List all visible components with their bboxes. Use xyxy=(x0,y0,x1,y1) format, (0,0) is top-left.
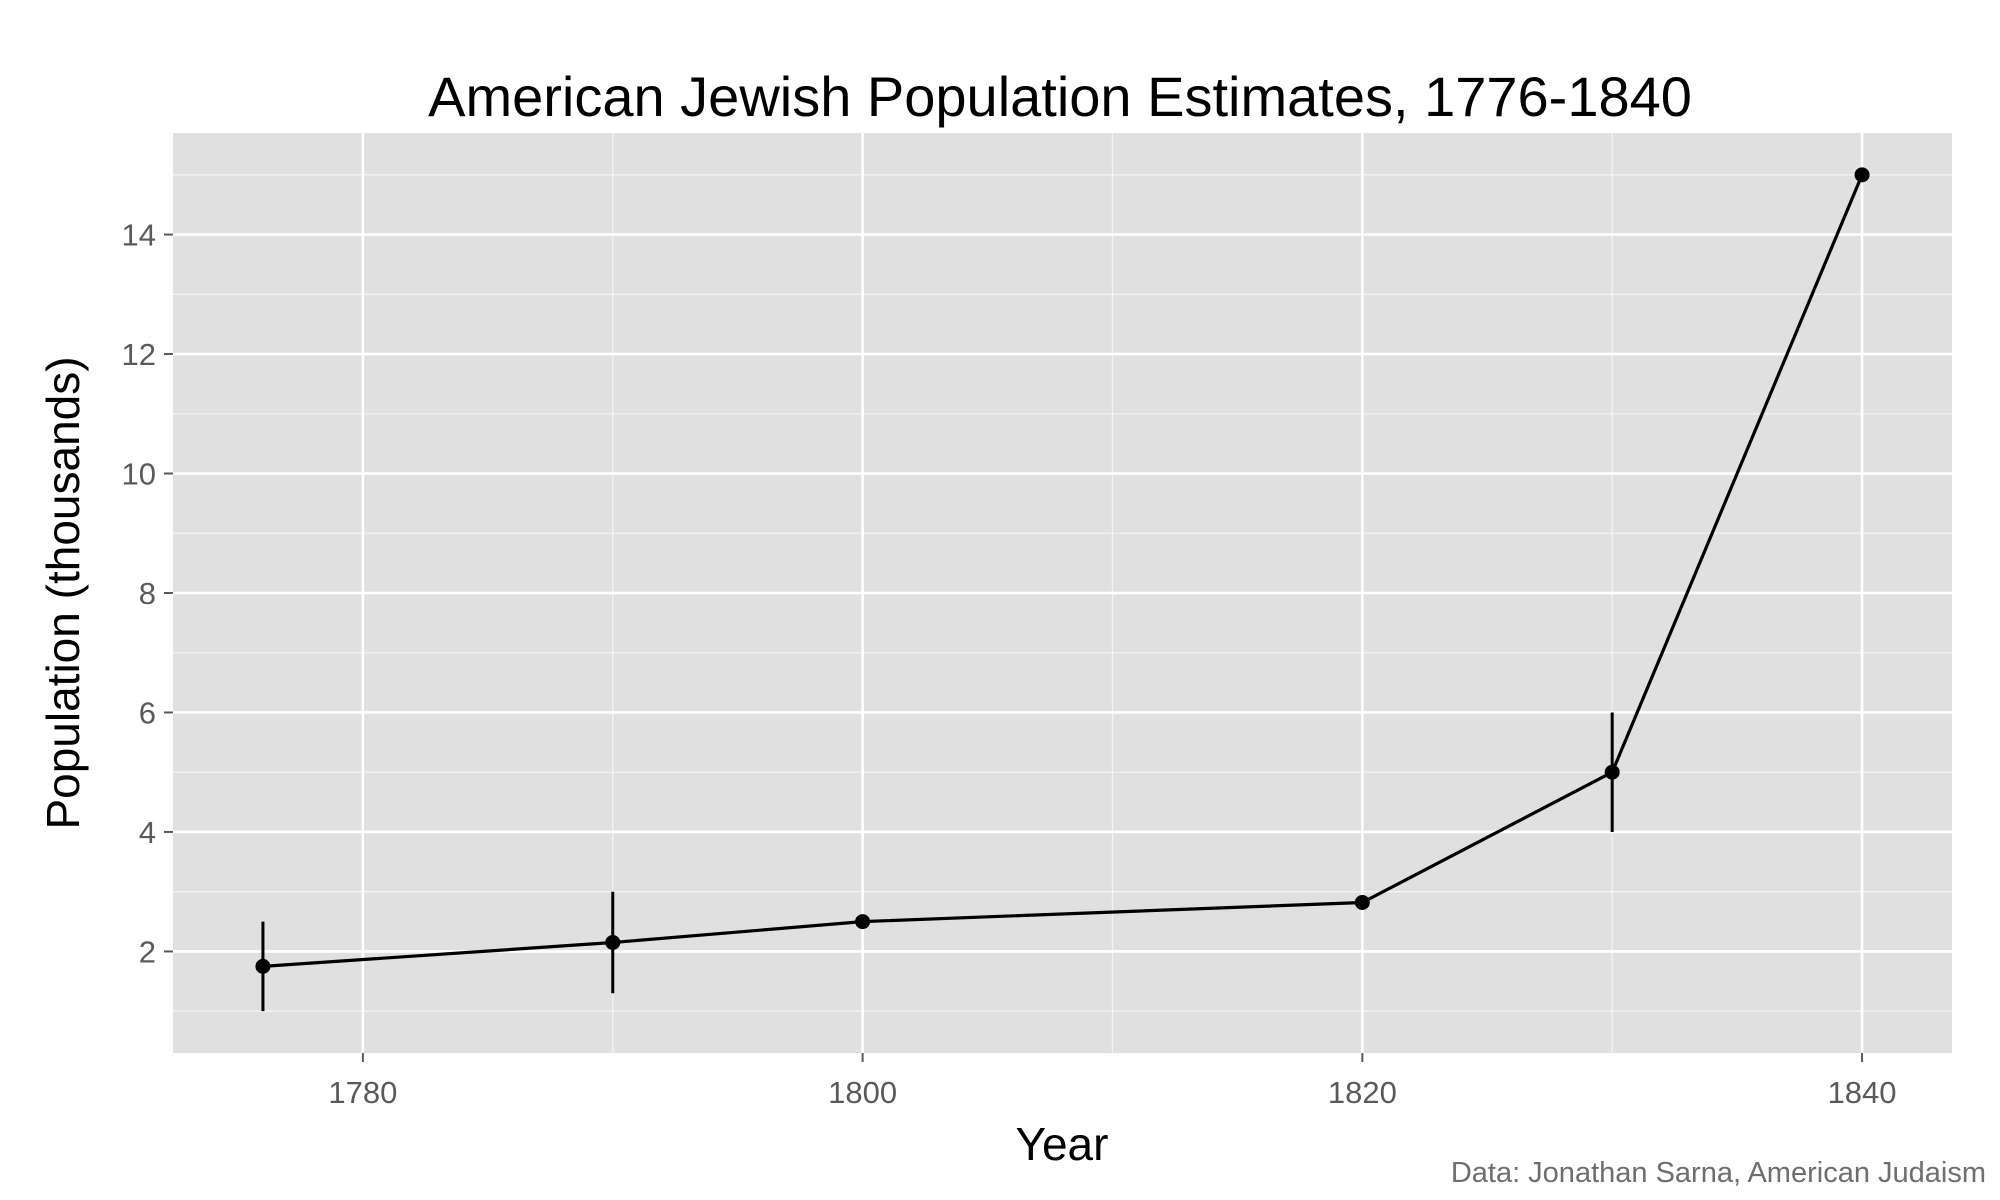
series-line xyxy=(262,174,1864,968)
y-axis-title: Population (thousands) xyxy=(37,356,89,829)
y-tick-label: 4 xyxy=(139,815,156,850)
data-point xyxy=(1354,894,1370,910)
y-tick-label: 2 xyxy=(139,934,156,969)
data-point xyxy=(605,934,621,950)
data-source-caption: Data: Jonathan Sarna, American Judaism xyxy=(1451,1157,1986,1189)
x-axis-ticks: 1780 1800 1820 1840 xyxy=(328,1053,1897,1110)
chart-title: American Jewish Population Estimates, 17… xyxy=(428,65,1692,128)
x-tick-label: 1840 xyxy=(1828,1075,1897,1110)
major-gridlines xyxy=(173,133,1952,1053)
x-tick-label: 1800 xyxy=(828,1075,897,1110)
x-tick-label: 1780 xyxy=(328,1075,397,1110)
data-point xyxy=(1854,167,1870,183)
data-point xyxy=(855,914,871,930)
data-point xyxy=(1604,764,1620,780)
x-axis-title: Year xyxy=(1016,1118,1109,1170)
data-point xyxy=(255,958,271,974)
y-tick-label: 14 xyxy=(122,218,156,253)
data-points xyxy=(255,167,1870,974)
y-tick-label: 6 xyxy=(139,695,156,730)
y-tick-label: 10 xyxy=(122,457,156,492)
y-tick-label: 8 xyxy=(139,576,156,611)
y-tick-label: 12 xyxy=(122,337,156,372)
y-axis-ticks: 2 4 6 8 10 12 14 xyxy=(122,218,173,969)
x-tick-label: 1820 xyxy=(1328,1075,1397,1110)
